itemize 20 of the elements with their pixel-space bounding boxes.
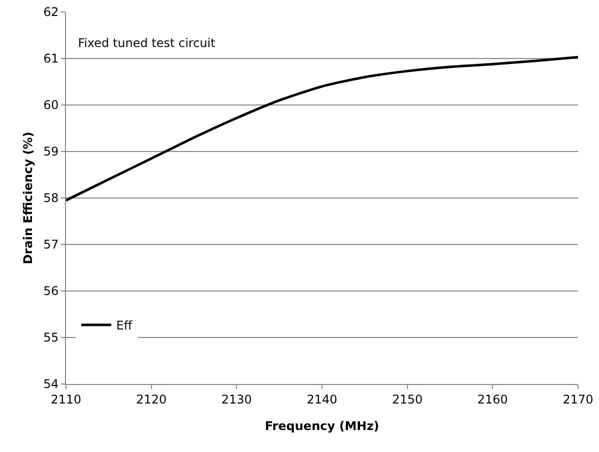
- x-tick-label: 2140: [306, 392, 338, 406]
- y-tick-label: 56: [43, 284, 59, 298]
- x-tick-label: 2150: [392, 392, 423, 406]
- y-tick-label: 62: [43, 5, 59, 20]
- x-tick-label: 2110: [50, 392, 82, 406]
- legend-label: Eff: [116, 318, 133, 333]
- y-tick-label: 61: [43, 52, 59, 66]
- y-tick-label: 59: [43, 144, 59, 159]
- y-tick-label: 54: [43, 377, 59, 392]
- y-tick-label: 55: [43, 330, 59, 345]
- y-tick-label: 58: [43, 191, 59, 206]
- x-tick-label: 2120: [136, 392, 167, 406]
- x-tick-label: 2160: [477, 392, 508, 406]
- y-tick-label: 57: [43, 238, 59, 252]
- annotation: Fixed tuned test circuit: [78, 36, 216, 50]
- x-tick-label: 2130: [221, 392, 252, 406]
- y-tick-label: 60: [43, 98, 59, 112]
- x-axis-title: Frequency (MHz): [264, 419, 380, 433]
- x-tick-label: 2170: [562, 392, 594, 406]
- y-axis-title: Drain Efficiency (%): [21, 132, 35, 264]
